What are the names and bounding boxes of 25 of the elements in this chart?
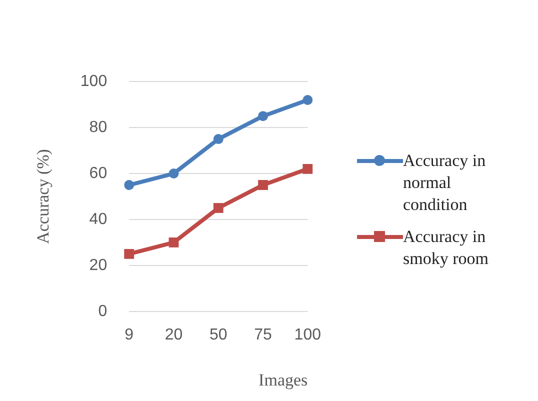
point: [124, 180, 134, 190]
y-tick-label: 100: [80, 73, 108, 90]
y-tick-label: 20: [89, 256, 108, 274]
y-axis-title: Accuracy (%): [34, 149, 53, 244]
point: [213, 134, 224, 144]
point: [302, 164, 313, 174]
point: [302, 94, 313, 105]
x-axis-title: Images: [258, 370, 308, 390]
y-tick-label: 60: [89, 164, 108, 182]
x-tick-label: 50: [209, 326, 228, 344]
y-tick-label: 80: [89, 118, 108, 136]
x-tick-label: 9: [124, 326, 134, 344]
point: [124, 249, 134, 259]
point: [258, 111, 268, 122]
point: [258, 180, 268, 190]
legend-label: Accuracy in normal condition: [403, 150, 487, 216]
x-tick-label: 100: [294, 326, 322, 344]
point: [168, 168, 179, 179]
y-tick-label: 40: [89, 210, 108, 228]
point: [213, 203, 224, 213]
x-tick-label: 75: [254, 326, 272, 344]
y-tick-label: 0: [98, 302, 108, 320]
point: [168, 238, 179, 248]
x-tick-label: 20: [164, 326, 183, 344]
legend-label: Accuracy in smoky room: [403, 226, 490, 270]
